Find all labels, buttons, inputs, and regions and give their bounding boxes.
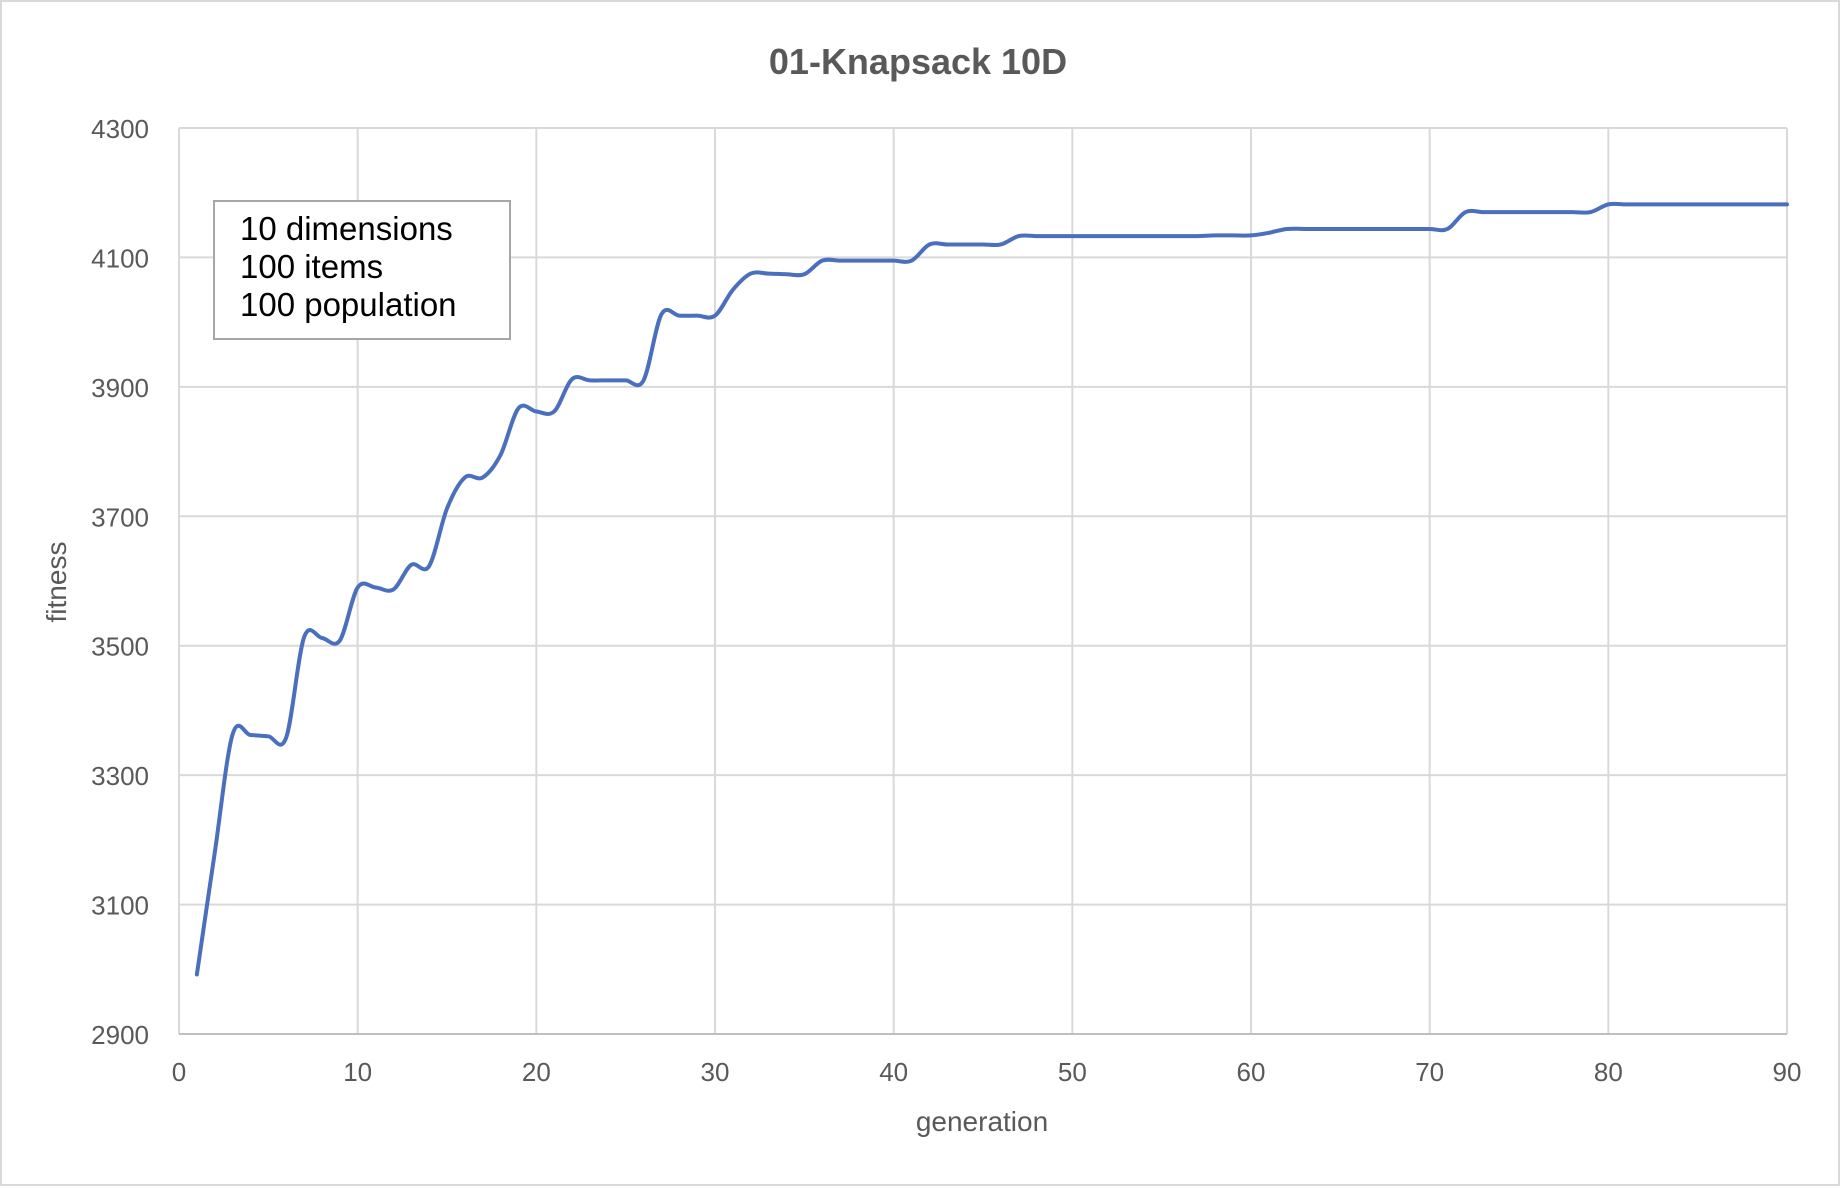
x-tick-label: 70 — [1415, 1057, 1444, 1087]
y-tick-label: 4100 — [91, 243, 149, 273]
x-tick-label: 10 — [343, 1057, 372, 1087]
x-tick-label: 0 — [172, 1057, 186, 1087]
y-tick-label: 2900 — [91, 1020, 149, 1050]
x-tick-label: 90 — [1773, 1057, 1802, 1087]
y-tick-label: 3900 — [91, 373, 149, 403]
x-tick-labels: 0 10 20 30 40 50 60 70 80 90 — [172, 1057, 1802, 1087]
x-tick-label: 80 — [1594, 1057, 1623, 1087]
annotation-line: 100 items — [240, 248, 383, 285]
x-axis-title: generation — [916, 1106, 1048, 1137]
annotation-line: 10 dimensions — [240, 210, 453, 247]
y-tick-label: 3500 — [91, 632, 149, 662]
annotation-box: 10 dimensions 100 items 100 population — [213, 200, 511, 340]
x-tick-label: 20 — [522, 1057, 551, 1087]
chart-title: 01-Knapsack 10D — [769, 41, 1067, 82]
y-tick-label: 3700 — [91, 502, 149, 532]
series-line — [194, 201, 1789, 977]
y-tick-label: 3100 — [91, 891, 149, 921]
grid — [178, 127, 1788, 1035]
y-axis-title: fitness — [41, 542, 72, 623]
x-tick-label: 50 — [1058, 1057, 1087, 1087]
y-tick-label: 3300 — [91, 761, 149, 791]
x-tick-label: 40 — [879, 1057, 908, 1087]
x-tick-label: 30 — [701, 1057, 730, 1087]
y-tick-labels: 2900 3100 3300 3500 3700 3900 4100 4300 — [91, 114, 149, 1050]
series-group — [194, 201, 1789, 977]
annotation-frame — [213, 200, 511, 340]
y-tick-label: 4300 — [91, 114, 149, 144]
annotation-line: 100 population — [240, 286, 457, 323]
x-tick-label: 60 — [1237, 1057, 1266, 1087]
